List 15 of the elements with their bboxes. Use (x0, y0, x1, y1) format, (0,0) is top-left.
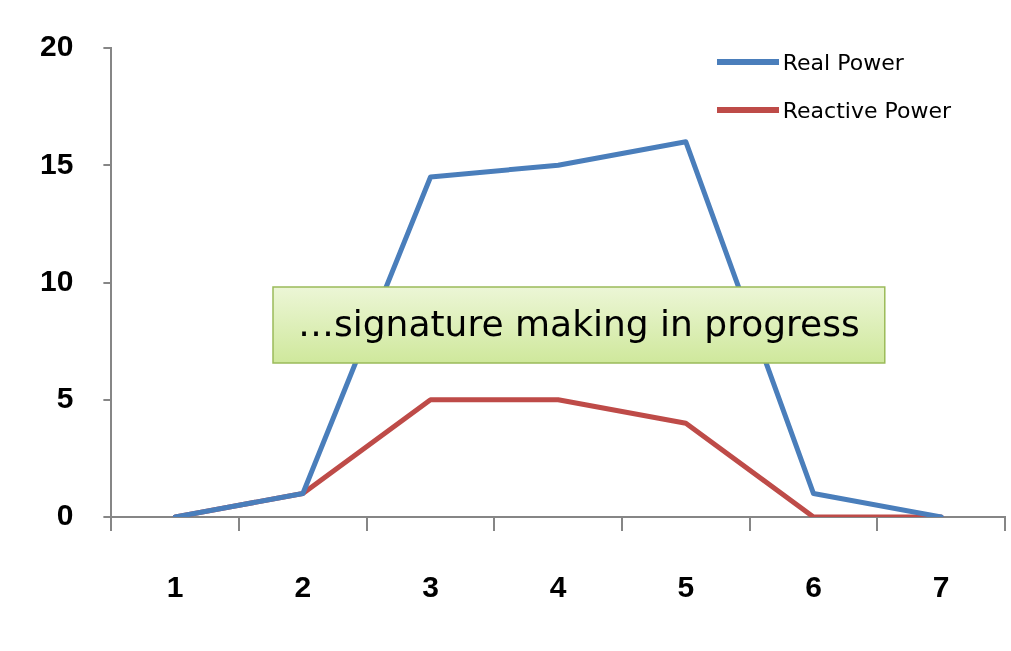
y-tick-label: 5 (56, 381, 74, 415)
y-tick-label: 0 (56, 498, 74, 532)
annotation: …signature making in progress (298, 303, 860, 345)
x-tick-label: 4 (549, 570, 567, 604)
legend-label: Reactive Power (782, 97, 951, 123)
x-tick-label: 2 (294, 570, 312, 604)
x-tick-label: 3 (422, 570, 439, 604)
y-tick-label: 15 (39, 146, 74, 180)
x-tick-label: 6 (805, 570, 822, 604)
x-tick-label: 1 (166, 570, 184, 604)
y-tick-label: 20 (39, 29, 74, 63)
x-tick-label: 5 (677, 570, 695, 604)
x-tick-label: 7 (932, 570, 950, 604)
y-tick-label: 10 (39, 263, 74, 297)
legend-label: Real Power (782, 49, 904, 75)
